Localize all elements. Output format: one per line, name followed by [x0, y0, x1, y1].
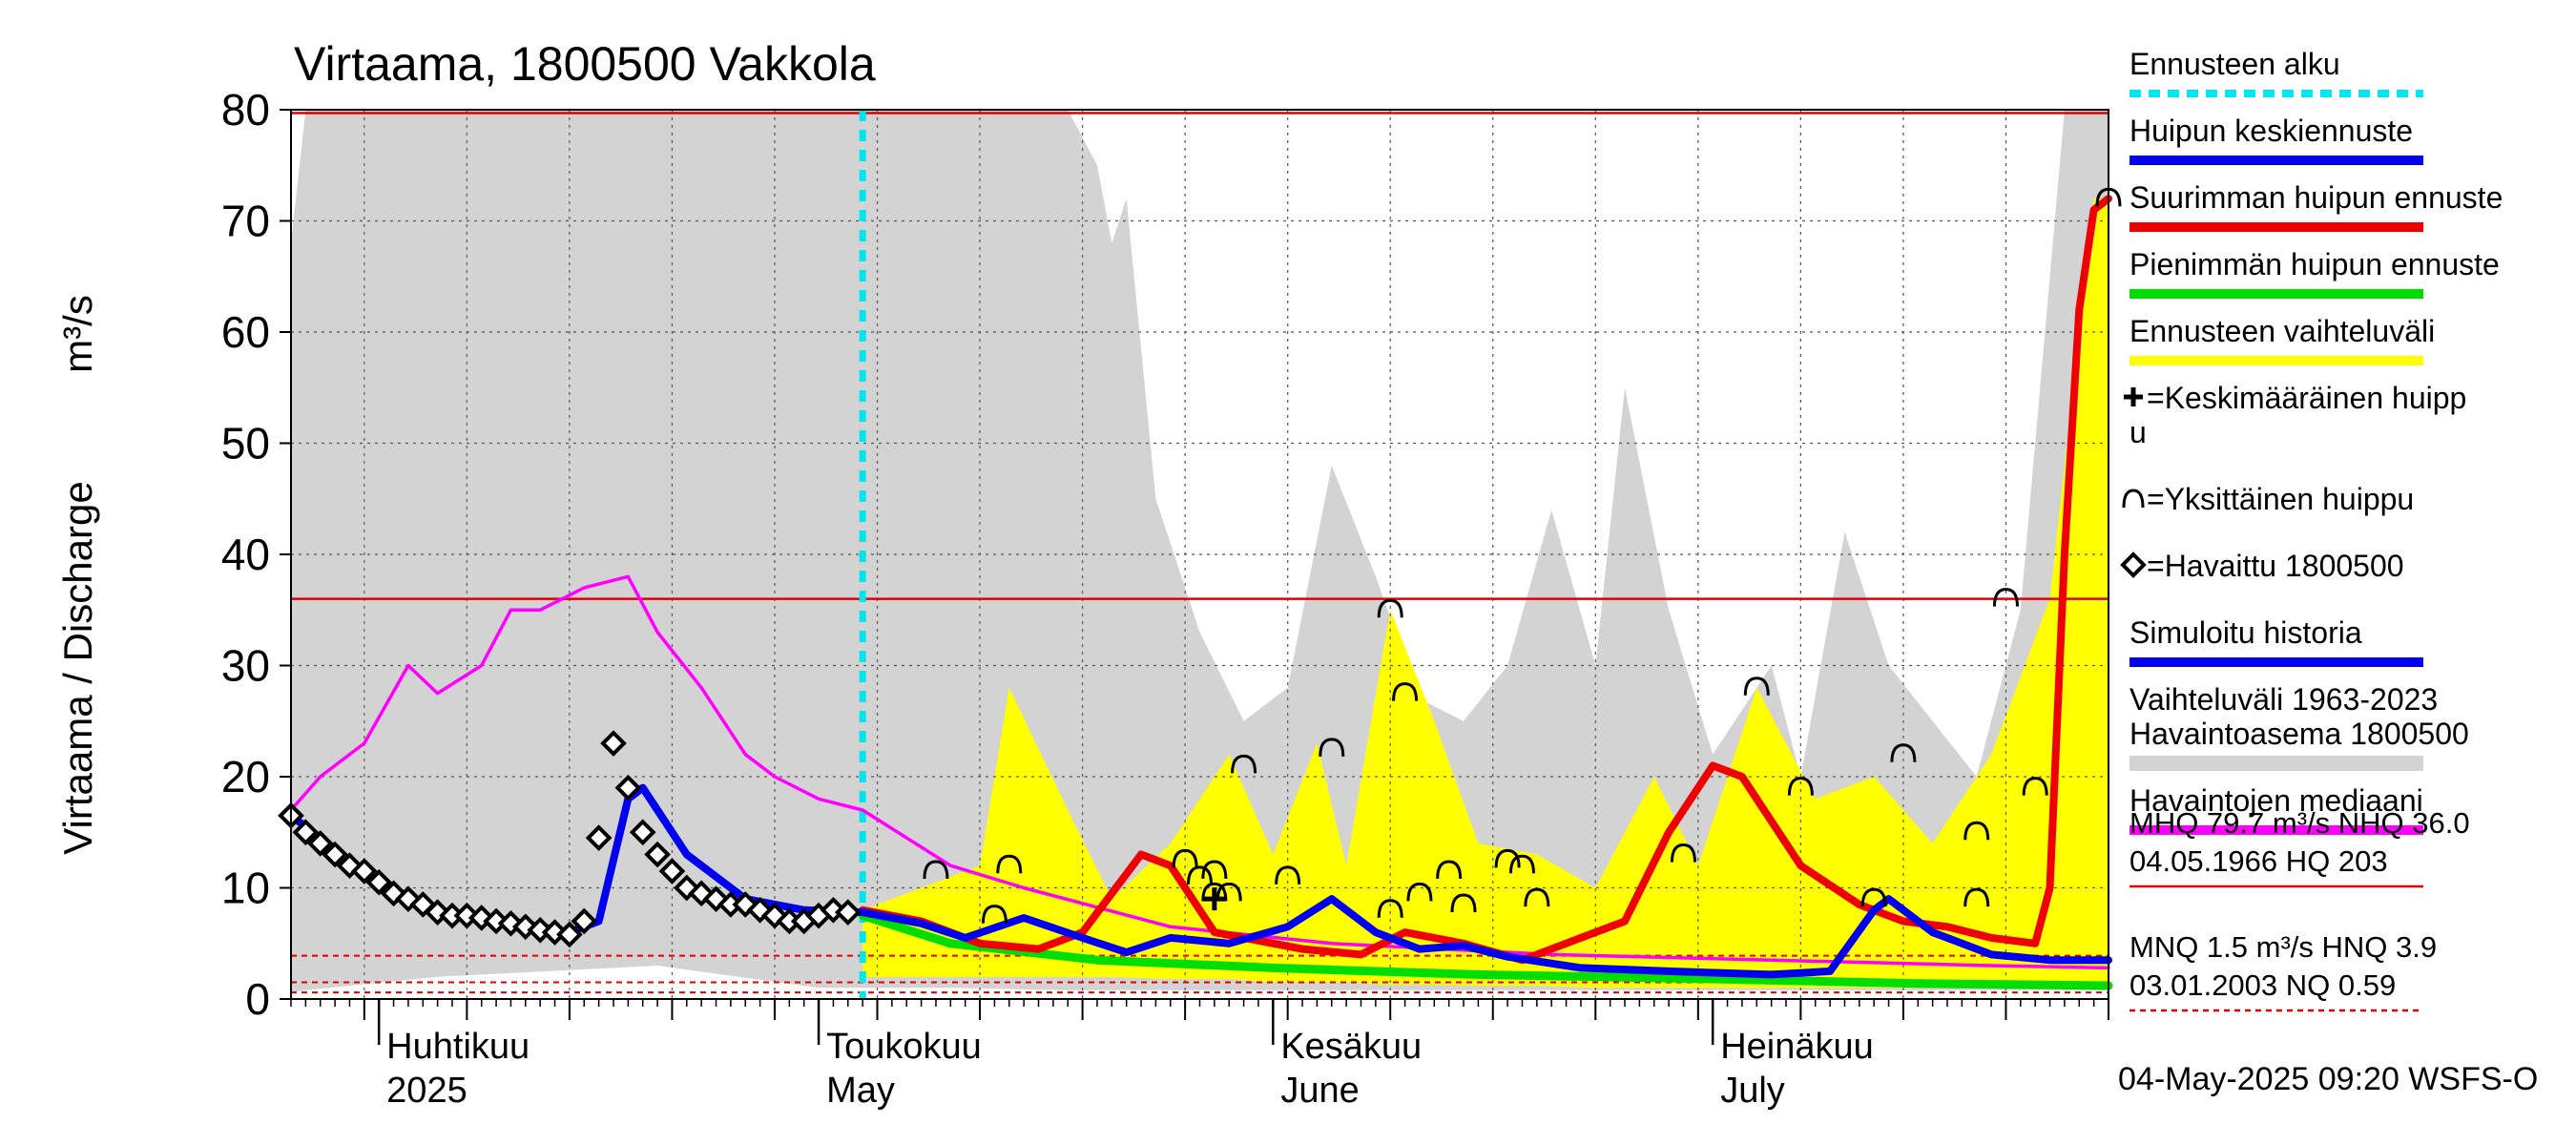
single-peak-marker: [1450, 893, 1477, 913]
single-peak-marker: [1860, 887, 1887, 907]
y-tick-label: 0: [245, 974, 270, 1024]
single-peak-marker: [1377, 899, 1403, 918]
single-peak-marker: [1787, 777, 1814, 796]
single-peak-marker: [2022, 777, 2048, 796]
observed-point: [585, 824, 613, 851]
legend-item-7-label: =Yksittäinen huippu: [2147, 482, 2414, 516]
single-peak-marker: [1670, 843, 1696, 863]
y-tick-label: 10: [221, 864, 270, 913]
min-peak-forecast-line: [858, 911, 2113, 990]
mean-peak-forecast-line: [859, 895, 2112, 979]
legend-item-5-label: Ennusteen vaihteluväli: [2129, 314, 2435, 348]
observed-point: [365, 868, 393, 896]
legend-item-7-arc-icon: [2122, 489, 2145, 509]
y-tick-label: 50: [221, 419, 270, 468]
observed-point: [350, 858, 378, 885]
observed-point: [571, 907, 598, 935]
single-peak-marker: [1172, 848, 1198, 868]
legend-item-8-label: =Havaittu 1800500: [2147, 549, 2404, 583]
y-axis-unit: m³/s: [55, 295, 100, 373]
single-peak-marker: [1494, 848, 1521, 868]
legend-item-10-label: Vaihteluväli 1963-2023: [2129, 682, 2438, 717]
observed-point: [292, 819, 320, 846]
y-tick-label: 80: [221, 85, 270, 135]
legend-stats-2-line2: 03.01.2003 NQ 0.59: [2129, 968, 2396, 1002]
legend-item-2-label: Huipun keskiennuste: [2129, 114, 2413, 148]
legend-item-1-label: Ennusteen alku: [2129, 47, 2340, 81]
month-label-en: July: [1720, 1071, 1785, 1111]
single-peak-marker: [1187, 865, 1213, 885]
legend-item-4-label: Pienimmän huipun ennuste: [2129, 247, 2500, 281]
y-axis-label: Virtaama / Discharge: [55, 481, 100, 854]
legend-item-8-diamond-icon: [2120, 552, 2147, 578]
single-peak-marker: [996, 854, 1023, 874]
single-peak-marker: [1743, 677, 1770, 696]
single-peak-marker: [1231, 754, 1257, 774]
forecast-range-band: [862, 198, 2109, 989]
observed-point: [556, 921, 583, 948]
median-line: [289, 574, 2110, 970]
y-tick-label: 20: [221, 752, 270, 802]
footer-timestamp: 04-May-2025 09:20 WSFS-O: [2118, 1061, 2538, 1097]
single-peak-marker: [1215, 882, 1242, 902]
legend-item-10-label2: Havaintoasema 1800500: [2129, 717, 2469, 751]
single-peak-marker: [1436, 860, 1463, 880]
observed-point: [629, 819, 656, 846]
observed-point: [614, 774, 642, 802]
axes-layer: 0 10 20 30 40 50 60 70 80 Virtaama / Discharge m³/…: [55, 85, 2109, 1111]
bands-layer: [291, 110, 2109, 992]
legend-stats-1-line1: MHQ 79.7 m³/s NHQ 36.0: [2129, 806, 2470, 840]
single-peak-marker: [1963, 821, 1990, 841]
legend-item-6-label2: u: [2129, 415, 2147, 449]
legend-item-9-label: Simuloitu historia: [2129, 615, 2362, 650]
mean-peak-marker: [1202, 887, 1226, 911]
single-peak-marker: [1201, 882, 1228, 902]
legend-item-6-cross-icon: [2124, 387, 2143, 406]
markers-layer: [278, 187, 2122, 948]
observed-point: [658, 858, 686, 885]
month-label-en: June: [1280, 1071, 1359, 1111]
month-label-fi: Kesäkuu: [1280, 1027, 1422, 1067]
legend-item-11-label: Havaintojen mediaani: [2129, 783, 2423, 818]
single-peak-marker: [1275, 865, 1301, 885]
single-peak-marker: [1508, 854, 1535, 874]
observed-point: [644, 841, 671, 868]
single-peak-marker: [1963, 887, 1990, 907]
month-label-fi: Huhtikuu: [386, 1027, 530, 1067]
legend-stats-1-line2: 04.05.1966 HQ 203: [2129, 844, 2388, 878]
y-tick-label: 70: [221, 197, 270, 246]
single-peak-marker: [1377, 598, 1403, 618]
max-peak-forecast-line: [859, 195, 2112, 965]
month-label-fi: Heinäkuu: [1720, 1027, 1874, 1067]
history-range-band: [291, 110, 2109, 992]
y-tick-label: 30: [221, 641, 270, 691]
observed-point: [834, 899, 862, 926]
single-peak-marker: [1524, 887, 1550, 907]
single-peak-marker: [923, 860, 949, 880]
single-peak-marker: [1201, 860, 1228, 880]
single-peak-marker: [1319, 738, 1345, 757]
month-label-en: May: [826, 1071, 895, 1111]
month-label-en: 2025: [386, 1071, 467, 1111]
legend-item-6-label: =Keskimääräinen huipp: [2147, 381, 2466, 415]
legend: Ennusteen alku Huipun keskiennuste Suurimm…: [2120, 47, 2503, 1012]
month-label-fi: Toukokuu: [826, 1027, 982, 1067]
single-peak-marker: [1992, 588, 2019, 607]
single-peak-marker: [1392, 682, 1419, 701]
single-peak-marker: [1406, 882, 1433, 902]
single-peak-marker: [981, 905, 1008, 924]
observed-point: [600, 730, 627, 757]
observed-point: [306, 830, 334, 857]
observed-point: [322, 841, 348, 868]
legend-stats-2-line1: MNQ 1.5 m³/s HNQ 3.9: [2129, 930, 2437, 964]
chart-title: Virtaama, 1800500 Vakkola: [294, 37, 876, 91]
legend-item-3-label: Suurimman huipun ennuste: [2129, 180, 2503, 215]
y-tick-label: 60: [221, 307, 270, 357]
single-peak-marker: [1890, 743, 1917, 762]
y-tick-label: 40: [221, 530, 270, 579]
